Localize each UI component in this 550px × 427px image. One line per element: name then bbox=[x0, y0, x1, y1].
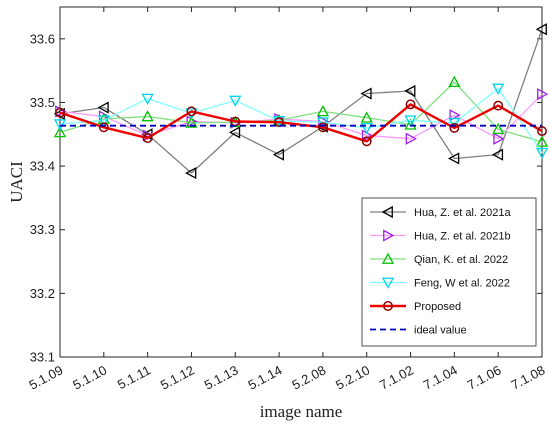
data-point-proposed bbox=[449, 122, 460, 133]
data-point-qian-k-et-al-2022 bbox=[141, 110, 154, 122]
x-tick-label: 7.1.02 bbox=[377, 362, 416, 392]
legend-label-qian-k-et-al-2022: Qian, K. et al. 2022 bbox=[414, 254, 508, 266]
data-point-hua-z-et-al-2021b bbox=[493, 132, 505, 145]
y-tick-label: 33.1 bbox=[30, 350, 55, 365]
data-point-proposed bbox=[274, 117, 285, 128]
y-tick-label: 33.5 bbox=[30, 95, 55, 110]
x-tick-label: 5.1.11 bbox=[115, 362, 153, 392]
data-point-hua-z-et-al-2021a bbox=[97, 101, 109, 114]
y-axis-ticks: 33.1 33.2 33.3 33.4 33.5 33.6 bbox=[30, 31, 542, 365]
data-point-hua-z-et-al-2021a bbox=[491, 148, 504, 161]
data-point-hua-z-et-al-2021a bbox=[404, 84, 416, 98]
x-tick-label: 5.1.13 bbox=[202, 362, 241, 392]
y-tick-label: 33.3 bbox=[30, 222, 55, 237]
y-tick-label: 33.6 bbox=[30, 31, 55, 46]
legend-label-hua-z-et-al-2021b: Hua, Z. et al. 2021b bbox=[414, 231, 511, 243]
data-point-feng-w-et-al-2022 bbox=[448, 117, 461, 130]
data-point-hua-z-et-al-2021a bbox=[272, 148, 284, 161]
legend-box bbox=[361, 197, 537, 347]
legend-label-hua-z-et-al-2021a: Hua, Z. et al. 2021a bbox=[414, 207, 511, 219]
legend-marker-feng-w-et-al-2022 bbox=[381, 277, 395, 289]
data-point-proposed bbox=[55, 107, 65, 118]
data-point-qian-k-et-al-2022 bbox=[535, 135, 549, 147]
data-point-proposed bbox=[142, 133, 153, 144]
data-point-proposed bbox=[493, 100, 504, 111]
data-point-hua-z-et-al-2021a bbox=[185, 167, 197, 180]
x-tick-label: 5.1.14 bbox=[246, 362, 285, 392]
data-point-feng-w-et-al-2022 bbox=[53, 119, 67, 131]
data-point-feng-w-et-al-2022 bbox=[229, 95, 242, 107]
data-point-proposed bbox=[361, 136, 372, 147]
series-line-hua-z-et-al-2021a bbox=[59, 29, 543, 174]
legend-label-feng-w-et-al-2022: Feng, W et al. 2022 bbox=[414, 278, 510, 290]
data-point-proposed bbox=[317, 122, 328, 133]
legend-item-hua-z-et-al-2021a: Hua, Z. et al. 2021a bbox=[370, 205, 511, 219]
x-tick-label: 5.2.08 bbox=[289, 362, 328, 392]
series-layer bbox=[53, 23, 549, 180]
legend-label-proposed: Proposed bbox=[414, 301, 461, 313]
data-point-feng-w-et-al-2022 bbox=[141, 93, 154, 106]
legend-item-ideal-value: ideal value bbox=[370, 325, 467, 337]
y-tick-label: 33.4 bbox=[30, 159, 55, 174]
data-point-qian-k-et-al-2022 bbox=[360, 111, 373, 123]
series-line-feng-w-et-al-2022 bbox=[59, 87, 543, 154]
legend-marker-hua-z-et-al-2021a bbox=[381, 205, 393, 219]
series-line-qian-k-et-al-2022 bbox=[59, 81, 543, 143]
data-point-proposed bbox=[537, 126, 547, 137]
data-point-qian-k-et-al-2022 bbox=[492, 122, 505, 135]
legend-marker-qian-k-et-al-2022 bbox=[381, 252, 395, 264]
data-point-feng-w-et-al-2022 bbox=[360, 123, 373, 135]
data-point-qian-k-et-al-2022 bbox=[185, 116, 198, 128]
legend-marker-hua-z-et-al-2021b bbox=[383, 229, 395, 242]
data-point-feng-w-et-al-2022 bbox=[492, 83, 505, 95]
data-point-qian-k-et-al-2022 bbox=[448, 75, 461, 87]
data-point-qian-k-et-al-2022 bbox=[404, 118, 417, 130]
data-point-proposed bbox=[186, 106, 197, 117]
data-point-hua-z-et-al-2021a bbox=[360, 87, 372, 100]
legend-label-ideal-value: ideal value bbox=[414, 325, 467, 337]
data-point-hua-z-et-al-2021a bbox=[535, 23, 547, 36]
data-point-feng-w-et-al-2022 bbox=[404, 115, 417, 127]
x-tick-label: 5.1.09 bbox=[26, 362, 65, 392]
data-point-qian-k-et-al-2022 bbox=[316, 104, 329, 117]
data-point-hua-z-et-al-2021b bbox=[537, 88, 549, 101]
data-point-hua-z-et-al-2021b bbox=[405, 132, 417, 145]
legend-marker-proposed bbox=[383, 301, 393, 311]
data-point-proposed bbox=[98, 122, 109, 133]
x-tick-label: 7.1.06 bbox=[465, 362, 504, 392]
legend-item-proposed: Proposed bbox=[370, 301, 461, 313]
legend-item-qian-k-et-al-2022: Qian, K. et al. 2022 bbox=[370, 252, 508, 266]
x-tick-label: 7.1.04 bbox=[421, 362, 460, 392]
legend-item-feng-w-et-al-2022: Feng, W et al. 2022 bbox=[370, 278, 510, 290]
data-point-feng-w-et-al-2022 bbox=[97, 115, 110, 127]
legend-item-hua-z-et-al-2021b: Hua, Z. et al. 2021b bbox=[370, 229, 511, 243]
y-axis-title: UACI bbox=[7, 161, 26, 203]
data-point-hua-z-et-al-2021a bbox=[447, 152, 460, 165]
data-point-feng-w-et-al-2022 bbox=[535, 147, 549, 160]
x-axis-title: image name bbox=[260, 402, 343, 421]
x-tick-label: 7.1.08 bbox=[508, 362, 547, 392]
x-tick-label: 5.1.10 bbox=[70, 362, 109, 392]
data-point-hua-z-et-al-2021b bbox=[449, 109, 461, 122]
data-point-qian-k-et-al-2022 bbox=[53, 125, 67, 138]
x-tick-label: 5.1.12 bbox=[158, 362, 197, 392]
y-tick-label: 33.2 bbox=[30, 286, 55, 301]
series-line-hua-z-et-al-2021b bbox=[59, 93, 543, 140]
series-line-proposed bbox=[59, 103, 543, 143]
data-point-feng-w-et-al-2022 bbox=[316, 117, 329, 129]
data-point-proposed bbox=[405, 99, 416, 110]
series-qian-k-et-al-2022 bbox=[53, 75, 549, 147]
x-tick-label: 5.2.10 bbox=[333, 362, 372, 392]
data-point-hua-z-et-al-2021a bbox=[228, 126, 241, 139]
series-proposed bbox=[55, 99, 547, 147]
legend: Hua, Z. et al. 2021a Hua, Z. et al. 2021b… bbox=[361, 197, 537, 347]
